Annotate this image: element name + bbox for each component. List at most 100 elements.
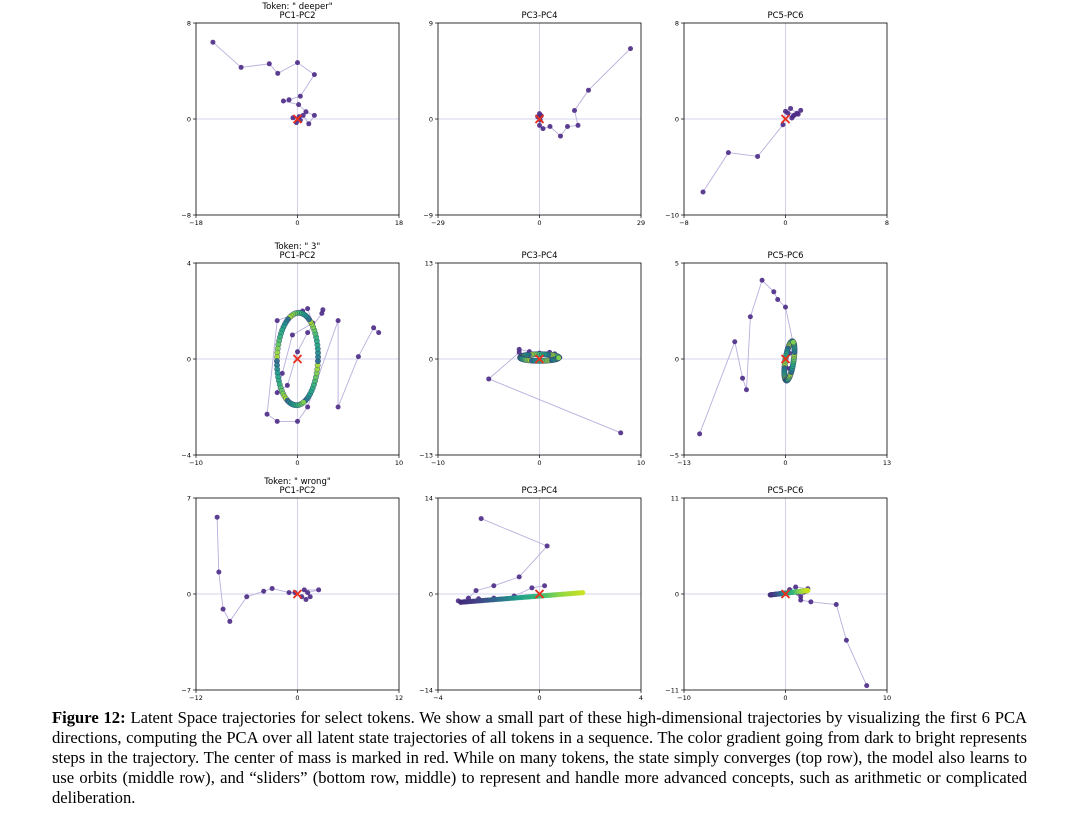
trajectory-point xyxy=(316,587,322,593)
x-tick-label: −10 xyxy=(189,459,203,467)
panel-title: PC5-PC6 xyxy=(767,251,803,261)
y-tick-label: 4 xyxy=(187,259,191,267)
trajectory-point xyxy=(516,346,522,352)
panel-9: PC5-PC6 −10 0 10 −11 0 11 xyxy=(665,486,891,702)
trajectory-point xyxy=(269,586,275,592)
x-tick-label: 0 xyxy=(537,459,541,467)
panel-4: Token: " 3"PC1-PC2 −10 0 10 −4 0 4 xyxy=(181,242,403,467)
caption-text: Latent Space trajectories for select tok… xyxy=(52,708,1027,807)
trajectory-point xyxy=(788,105,794,111)
trajectory-point xyxy=(743,387,749,393)
center-of-mass-marker xyxy=(534,589,545,599)
trajectory-point xyxy=(297,93,303,99)
x-tick-label: −18 xyxy=(189,219,203,227)
trajectory-point xyxy=(798,597,804,603)
slider-point xyxy=(580,590,586,596)
trajectory-line xyxy=(702,107,801,193)
trajectory-point xyxy=(227,618,233,624)
trajectory-point xyxy=(747,314,753,320)
panel-5: PC3-PC4 −10 0 10 −13 0 13 xyxy=(419,251,645,467)
trajectory-point xyxy=(214,514,220,520)
y-tick-label: −11 xyxy=(665,686,679,694)
trajectory-point xyxy=(542,583,548,589)
y-tick-label: −4 xyxy=(181,451,191,459)
y-tick-label: −5 xyxy=(669,451,679,459)
y-tick-label: 0 xyxy=(675,355,679,363)
token-label: Token: " wrong" xyxy=(263,477,331,487)
y-tick-label: 0 xyxy=(429,590,433,598)
y-tick-label: 0 xyxy=(187,115,191,123)
panel-6: PC5-PC6 −13 0 13 −5 0 5 xyxy=(669,251,891,467)
y-tick-label: −14 xyxy=(419,686,433,694)
y-tick-label: −9 xyxy=(423,211,433,219)
trajectory-point xyxy=(618,430,624,436)
trajectory-point xyxy=(544,543,550,549)
figure-caption: Figure 12: Latent Space trajectories for… xyxy=(52,708,1027,808)
y-tick-label: 0 xyxy=(675,115,679,123)
center-of-mass-marker xyxy=(780,354,791,364)
trajectory-point xyxy=(755,153,761,159)
trajectory-point xyxy=(295,418,300,424)
panel-title: PC1-PC2 xyxy=(279,486,315,496)
x-tick-label: −4 xyxy=(433,694,443,702)
trajectory-point xyxy=(785,110,791,116)
panel-3: PC5-PC6 −8 0 8 −10 0 8 xyxy=(665,11,889,227)
panel-7: Token: " wrong"PC1-PC2 −12 0 12 −7 0 7 xyxy=(181,477,403,702)
panel-title: PC1-PC2 xyxy=(279,11,315,21)
trajectory-point xyxy=(280,98,286,104)
trajectory-point xyxy=(305,306,311,312)
orbit-point xyxy=(555,354,562,361)
token-label: Token: " 3" xyxy=(274,242,321,252)
y-tick-label: 13 xyxy=(425,259,433,267)
trajectory-point xyxy=(301,587,307,593)
slider-point xyxy=(805,587,811,594)
x-tick-label: −8 xyxy=(679,219,689,227)
y-tick-label: 0 xyxy=(429,355,433,363)
token-label: Token: " deeper" xyxy=(261,2,332,12)
y-tick-label: −13 xyxy=(419,451,433,459)
trajectory-point xyxy=(244,594,250,600)
trajectory-point xyxy=(791,112,797,118)
caption-label: Figure 12: xyxy=(52,708,126,727)
trajectory-point xyxy=(376,330,382,336)
x-tick-label: 4 xyxy=(639,694,643,702)
x-tick-label: −10 xyxy=(677,694,691,702)
panel-8: PC3-PC4 −4 0 4 −14 0 14 xyxy=(419,486,643,702)
x-tick-label: −29 xyxy=(431,219,445,227)
trajectory-point xyxy=(833,601,839,607)
trajectory-point xyxy=(335,318,341,324)
center-of-mass-marker xyxy=(780,114,791,124)
trajectory-point xyxy=(795,111,801,117)
trajectory-point xyxy=(303,596,309,602)
x-tick-label: 29 xyxy=(637,219,645,227)
trajectory-point xyxy=(725,150,731,156)
y-tick-label: 0 xyxy=(675,590,679,598)
x-tick-label: −13 xyxy=(677,459,691,467)
center-of-mass-marker xyxy=(780,589,791,599)
y-tick-label: 8 xyxy=(675,19,679,27)
trajectory-point xyxy=(529,585,535,591)
trajectory-point xyxy=(289,332,295,338)
x-tick-label: 13 xyxy=(883,459,891,467)
trajectory-point xyxy=(286,97,292,103)
y-tick-label: 5 xyxy=(675,259,679,267)
y-tick-label: 0 xyxy=(429,115,433,123)
trajectory-point xyxy=(572,107,577,113)
trajectory-point xyxy=(732,339,738,345)
panel-1: Token: " deeper"PC1-PC2 −18 0 18 −8 0 8 xyxy=(181,2,403,227)
trajectory-point xyxy=(478,516,484,522)
trajectory-point xyxy=(311,112,317,118)
trajectory-point xyxy=(558,133,563,139)
x-tick-label: 0 xyxy=(783,219,787,227)
x-tick-label: 0 xyxy=(783,694,787,702)
trajectory-point xyxy=(306,121,312,127)
x-tick-label: 10 xyxy=(883,694,891,702)
trajectory-point xyxy=(305,330,311,336)
trajectory-point xyxy=(565,123,570,129)
trajectory-point xyxy=(274,418,280,424)
x-tick-label: 0 xyxy=(537,219,541,227)
trajectory-point xyxy=(320,307,326,313)
trajectory-point xyxy=(491,583,497,589)
trajectory-point xyxy=(586,87,591,93)
trajectory-point xyxy=(305,404,311,410)
